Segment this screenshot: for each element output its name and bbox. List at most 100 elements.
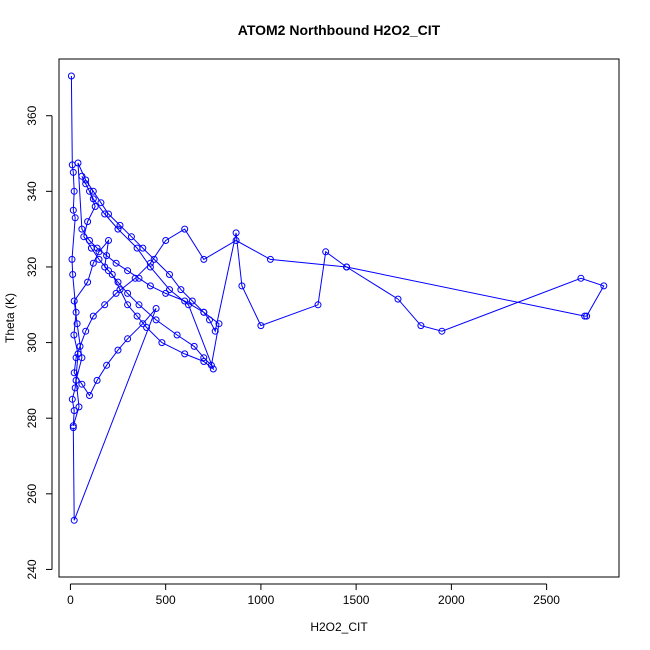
data-point	[70, 407, 78, 415]
data-point	[166, 286, 173, 294]
data-point	[68, 395, 76, 403]
data-point	[84, 218, 92, 226]
data-point	[86, 392, 93, 399]
data-point	[152, 316, 160, 324]
data-point	[69, 168, 77, 176]
data-point	[114, 278, 122, 286]
data-point	[89, 259, 97, 267]
data-point	[116, 221, 124, 229]
data-point	[181, 225, 189, 233]
data-point	[68, 255, 76, 263]
data-point	[103, 252, 111, 260]
data-point	[70, 516, 78, 524]
data-point	[207, 361, 215, 369]
data-point	[200, 255, 208, 263]
x-tick-label: 2000	[438, 593, 465, 607]
data-point	[211, 327, 219, 335]
data-point	[185, 301, 192, 309]
data-point	[69, 424, 77, 432]
series-layer	[67, 72, 608, 524]
data-point	[583, 312, 591, 320]
data-point	[70, 297, 78, 305]
data-point	[581, 312, 589, 320]
y-tick-label: 360	[25, 105, 39, 125]
data-point	[105, 237, 112, 244]
data-point	[82, 176, 90, 184]
y-axis-label: Theta (K)	[3, 293, 17, 343]
data-point	[112, 259, 120, 267]
data-point	[101, 263, 109, 271]
data-point	[70, 331, 78, 339]
data-point	[139, 320, 147, 328]
data-point	[71, 214, 79, 222]
data-point	[114, 225, 122, 233]
series-line	[70, 75, 605, 521]
data-point	[343, 263, 351, 271]
data-point	[86, 187, 93, 195]
data-point	[89, 187, 97, 195]
data-point	[438, 327, 446, 335]
data-point	[86, 237, 93, 244]
data-point	[105, 210, 112, 218]
data-point	[206, 316, 213, 324]
data-point	[215, 320, 223, 328]
data-point	[82, 180, 90, 188]
data-point	[600, 282, 608, 290]
data-point	[131, 274, 139, 282]
data-point	[97, 199, 105, 207]
data-point	[143, 324, 151, 331]
data-point	[75, 403, 83, 411]
data-point	[71, 384, 79, 392]
data-point	[84, 278, 92, 286]
data-point	[124, 301, 132, 309]
data-point	[232, 229, 240, 237]
x-tick-label: 1000	[248, 593, 275, 607]
data-point	[74, 159, 82, 167]
y-tick-label: 320	[25, 257, 39, 277]
data-point	[314, 301, 322, 309]
data-point	[127, 233, 135, 241]
data-point	[190, 342, 198, 350]
data-point	[166, 271, 173, 278]
data-point	[89, 312, 97, 320]
data-point	[72, 308, 80, 316]
data-point	[124, 267, 132, 275]
data-point	[162, 289, 170, 297]
data-point	[257, 322, 265, 330]
y-tick-label: 260	[25, 483, 39, 503]
x-axis: 0 500 1000 1500 2000 2500	[67, 583, 560, 607]
data-point	[135, 301, 143, 309]
data-point	[112, 289, 120, 297]
data-point	[74, 350, 82, 358]
data-point	[266, 255, 274, 263]
data-point	[209, 365, 217, 373]
y-tick-label: 280	[25, 408, 39, 428]
x-tick-label: 2500	[533, 593, 560, 607]
data-point	[133, 312, 141, 320]
data-point	[93, 376, 101, 384]
data-point	[124, 289, 132, 297]
data-point	[69, 206, 77, 214]
data-point	[146, 282, 154, 290]
data-point	[322, 248, 330, 256]
data-point	[200, 308, 208, 316]
data-point	[95, 248, 103, 256]
data-point	[82, 327, 90, 335]
data-point	[181, 350, 189, 358]
data-point	[73, 320, 81, 328]
data-point	[394, 295, 402, 303]
data-point	[80, 233, 88, 241]
data-point	[135, 274, 143, 282]
data-point	[70, 369, 78, 377]
data-point	[150, 255, 158, 263]
x-tick-label: 500	[156, 593, 176, 607]
y-tick-label: 300	[25, 332, 39, 352]
data-point	[152, 305, 160, 312]
data-point	[173, 331, 181, 339]
data-point	[103, 361, 111, 369]
x-axis-label: H2O2_CIT	[310, 620, 368, 634]
y-tick-label: 240	[25, 559, 39, 579]
data-point	[146, 263, 154, 271]
data-point	[124, 335, 132, 343]
data-point	[116, 286, 124, 294]
